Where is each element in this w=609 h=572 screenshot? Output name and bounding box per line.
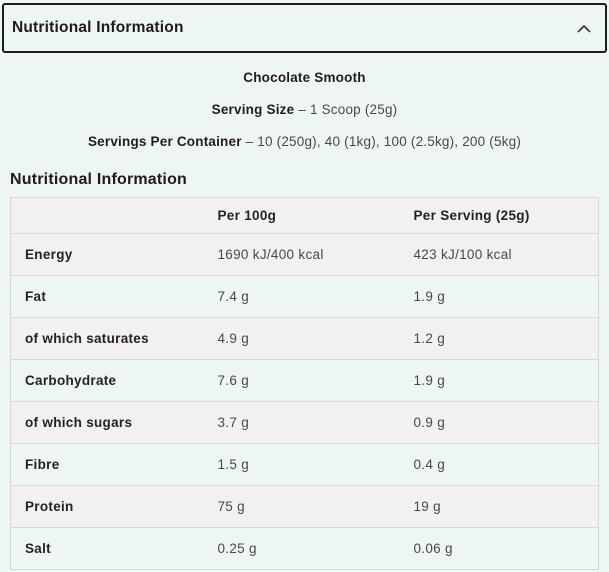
row-label: Protein — [10, 485, 208, 528]
row-label: Energy — [10, 233, 208, 276]
chevron-up-icon — [577, 24, 591, 33]
column-header-per-100g: Per 100g — [207, 197, 404, 234]
row-per-100g: 0.25 g — [207, 527, 404, 570]
row-per-serving: 0.4 g — [403, 443, 599, 486]
servings-per-container-value: – 10 (250g), 40 (1kg), 100 (2.5kg), 200 … — [245, 134, 522, 149]
servings-per-container-line: Servings Per Container – 10 (250g), 40 (… — [0, 134, 609, 149]
table-row: Protein 75 g 19 g — [10, 485, 599, 528]
column-header-empty — [10, 197, 208, 234]
table-row: Energy 1690 kJ/400 kcal 423 kJ/100 kcal — [10, 233, 599, 276]
nutritional-information-accordion-header[interactable]: Nutritional Information — [2, 3, 607, 53]
row-per-100g: 4.9 g — [207, 317, 404, 360]
row-per-serving: 0.9 g — [403, 401, 599, 444]
product-flavour: Chocolate Smooth — [243, 70, 366, 85]
row-per-100g: 7.6 g — [207, 359, 404, 402]
servings-per-container-label: Servings Per Container — [87, 134, 242, 149]
row-label: of which saturates — [10, 317, 208, 360]
table-row: Carbohydrate 7.6 g 1.9 g — [10, 359, 599, 402]
row-per-serving: 19 g — [403, 485, 599, 528]
serving-size-label: Serving Size — [211, 102, 295, 117]
row-per-serving: 1.9 g — [403, 275, 599, 318]
row-per-serving: 1.2 g — [403, 317, 599, 360]
row-label: Fibre — [10, 443, 208, 486]
serving-size-value: – 1 Scoop (25g) — [298, 102, 398, 117]
row-label: Carbohydrate — [10, 359, 208, 402]
row-label: of which sugars — [10, 401, 208, 444]
serving-size-line: Serving Size – 1 Scoop (25g) — [0, 102, 609, 117]
row-per-100g: 1.5 g — [207, 443, 404, 486]
row-per-100g: 75 g — [207, 485, 404, 528]
row-per-serving: 423 kJ/100 kcal — [403, 233, 599, 276]
section-title: Nutritional Information — [10, 171, 188, 188]
row-per-serving: 1.9 g — [403, 359, 599, 402]
table-row: Fat 7.4 g 1.9 g — [10, 275, 599, 318]
table-header-row: Per 100g Per Serving (25g) — [10, 197, 599, 234]
column-header-per-serving: Per Serving (25g) — [403, 197, 599, 234]
table-row: Fibre 1.5 g 0.4 g — [10, 443, 599, 486]
row-per-100g: 1690 kJ/400 kcal — [207, 233, 404, 276]
row-label: Salt — [10, 527, 208, 570]
table-row: of which sugars 3.7 g 0.9 g — [10, 401, 599, 444]
table-row: of which saturates 4.9 g 1.2 g — [10, 317, 599, 360]
row-per-serving: 0.06 g — [403, 527, 599, 570]
product-info: Chocolate Smooth Serving Size – 1 Scoop … — [0, 70, 609, 149]
accordion-title: Nutritional Information — [12, 19, 184, 36]
row-label: Fat — [10, 275, 208, 318]
row-per-100g: 3.7 g — [207, 401, 404, 444]
row-per-100g: 7.4 g — [207, 275, 404, 318]
table-row: Salt 0.25 g 0.06 g — [10, 527, 599, 570]
nutrition-table: Per 100g Per Serving (25g) Energy 1690 k… — [10, 197, 599, 570]
